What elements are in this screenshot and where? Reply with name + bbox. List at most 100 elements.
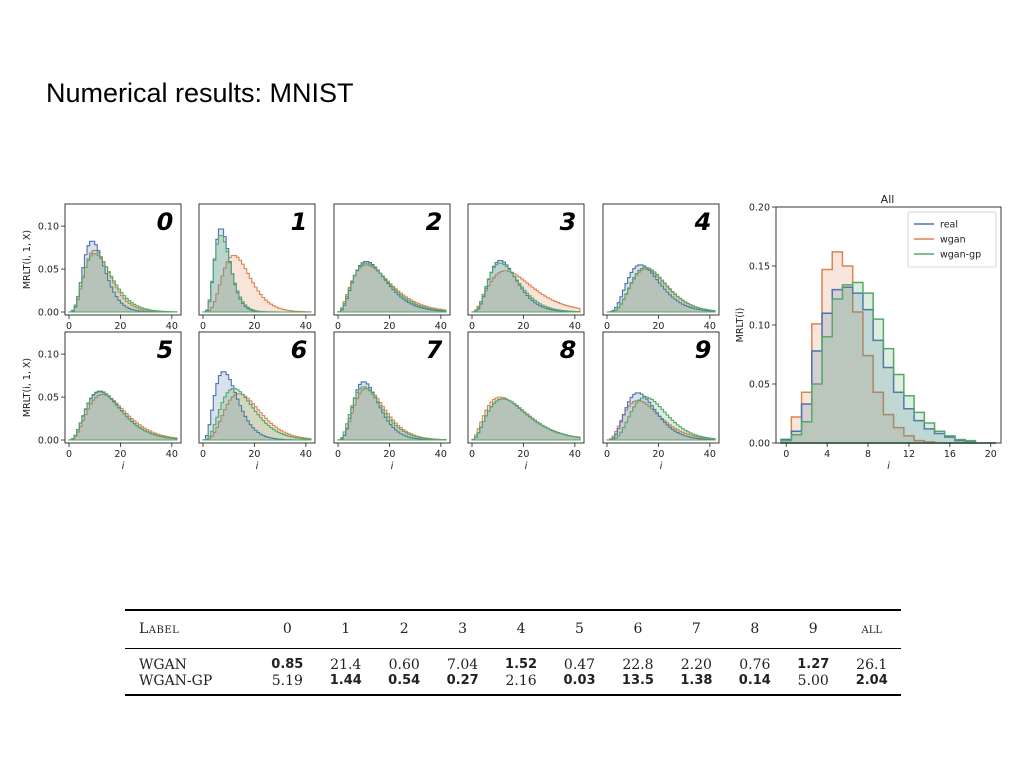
panel-digit-6: 6 0 20 40 i xyxy=(198,331,316,472)
y-tick-label: 0.05 xyxy=(38,393,59,404)
legend-label: wgan-gp xyxy=(940,250,981,261)
x-tick-label: 20 xyxy=(248,449,260,460)
y-tick-label: 0.10 xyxy=(749,321,770,332)
x-tick-label: 40 xyxy=(300,321,312,332)
digit-label: 8 xyxy=(560,336,577,364)
x-tick-label: 0 xyxy=(200,321,206,332)
x-tick-label: 20 xyxy=(517,321,529,332)
histogram-all-real xyxy=(780,286,996,444)
histogram-wgan-gp xyxy=(337,262,447,313)
y-tick-label: 0.10 xyxy=(38,222,59,233)
x-tick-label: 20 xyxy=(652,449,664,460)
x-tick-label: 0 xyxy=(604,449,610,460)
y-tick-label: 0.00 xyxy=(38,436,59,447)
x-tick-label: 40 xyxy=(300,449,312,460)
x-tick-label: 0 xyxy=(66,321,72,332)
table-cell: 0.14 xyxy=(725,672,785,696)
histogram-wgan-gp xyxy=(68,253,178,313)
panel-all: All 0 4 8 12 16 20 i 0.00 0.05 0.10 0.15 0.20 MRLT(i)… xyxy=(735,193,1002,472)
x-axis-label: i xyxy=(887,461,890,472)
x-axis-label: i xyxy=(122,461,125,472)
panel-digit-7: 7 0 20 40 i xyxy=(333,331,451,472)
table-cell: 1.38 xyxy=(667,672,726,696)
table-cell: 1.44 xyxy=(316,672,375,696)
row-label: WGAN-GP xyxy=(125,672,259,696)
table-row: WGAN 0.85 21.4 0.60 7.04 1.52 0.47 22.8 2.20 0.76… xyxy=(125,648,901,673)
digit-label: 1 xyxy=(291,208,308,236)
panel-digit-3: 3 0 20 40 xyxy=(467,203,585,332)
table-header-cell: 1 xyxy=(316,609,375,649)
table-cell: 13.5 xyxy=(608,672,668,696)
digit-label: 9 xyxy=(695,336,712,364)
digit-label: 4 xyxy=(694,208,712,236)
table-header-cell: 8 xyxy=(725,609,785,649)
table-cell: 0.76 xyxy=(739,656,771,673)
x-tick-label: 20 xyxy=(248,321,260,332)
legend: real wgan wgan-gp xyxy=(907,211,997,268)
table-cell: 7.04 xyxy=(447,656,479,673)
plot-frame xyxy=(64,203,182,316)
panel-digit-4: 40 20 40 xyxy=(602,203,720,332)
table-cell: 5.19 xyxy=(258,672,317,696)
x-tick-label: 40 xyxy=(435,449,447,460)
plot-frame xyxy=(198,203,316,316)
table-row: WGAN-GP 5.19 1.44 0.54 0.27 2.16 0.03 13.5 1.38 0… xyxy=(125,672,901,696)
table-header-cell: 2 xyxy=(374,609,434,649)
x-axis-label: i xyxy=(391,461,394,472)
x-tick-label: 20 xyxy=(114,321,126,332)
x-tick-label: 4 xyxy=(824,449,830,460)
histogram-wgan-gp xyxy=(337,386,447,441)
panel-digit-2: 20 20 40 xyxy=(333,203,451,332)
table-cell: 1.27 xyxy=(797,657,830,672)
table-cell: 0.54 xyxy=(374,672,434,696)
y-tick-label: 0.00 xyxy=(38,308,59,319)
plot-frame xyxy=(333,203,451,316)
histogram-wgan-gp xyxy=(471,398,581,441)
legend-label: wgan xyxy=(940,235,966,246)
table-header-cell: 6 xyxy=(608,609,668,649)
x-tick-label: 40 xyxy=(704,449,716,460)
table-header-cell: 4 xyxy=(491,609,551,649)
panel-digit-5: 5 0 20 40 i 0.00 0.05 0.10 MRLT(i, 1, X) xyxy=(22,331,182,472)
x-tick-label: 20 xyxy=(114,449,126,460)
histogram-wgan-gp xyxy=(202,235,311,313)
x-tick-label: 16 xyxy=(944,449,956,460)
table-cell: 21.4 xyxy=(330,656,362,673)
table-cell: 0.03 xyxy=(550,672,609,696)
chart-title-all: All xyxy=(881,193,895,206)
table-cell: 0.27 xyxy=(433,672,492,696)
x-tick-label: 12 xyxy=(903,449,915,460)
plot-frame xyxy=(602,331,720,444)
x-axis-label: i xyxy=(525,461,528,472)
y-tick-label: 0.05 xyxy=(38,265,59,276)
x-tick-label: 40 xyxy=(435,321,447,332)
x-tick-label: 40 xyxy=(569,449,581,460)
x-tick-label: 20 xyxy=(517,449,529,460)
x-axis-label: i xyxy=(256,461,259,472)
plot-frame xyxy=(198,331,316,444)
table-header-cell: all xyxy=(842,609,901,649)
y-tick-label: 0.15 xyxy=(749,262,770,273)
x-tick-label: 40 xyxy=(704,321,716,332)
table-header-cell: 3 xyxy=(433,609,492,649)
results-table: Label 0 1 2 3 4 5 6 7 8 9 all WGAN 0.85 21… xyxy=(125,609,901,696)
panel-digit-1: 1 0 20 40 xyxy=(198,203,316,332)
table-cell: 0.60 xyxy=(388,656,420,673)
y-axis-label: MRLT(i, 1, X) xyxy=(22,358,33,417)
table-header-cell: 9 xyxy=(784,609,843,649)
x-tick-label: 0 xyxy=(783,449,789,460)
table-cell: 1.52 xyxy=(505,657,538,672)
histogram-wgan-gp xyxy=(606,266,716,313)
digit-label: 2 xyxy=(426,208,443,236)
y-tick-label: 0.05 xyxy=(749,380,770,391)
table-header-cell: 0 xyxy=(258,609,317,649)
digit-label: 7 xyxy=(426,336,443,364)
table-cell: 2.04 xyxy=(842,672,901,696)
plot-frame xyxy=(333,331,451,444)
histogram-wgan xyxy=(202,255,312,313)
table-body: WGAN 0.85 21.4 0.60 7.04 1.52 0.47 22.8 2.20 0.76… xyxy=(125,648,901,696)
x-tick-label: 8 xyxy=(865,449,871,460)
y-tick-label: 0.10 xyxy=(38,350,59,361)
table-cell: 0.47 xyxy=(563,656,596,673)
